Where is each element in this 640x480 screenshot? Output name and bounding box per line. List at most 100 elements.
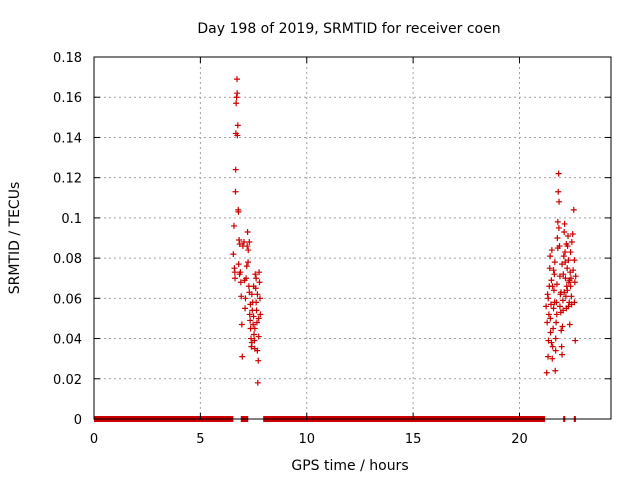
data-point: [551, 271, 558, 278]
data-point: [556, 198, 563, 205]
data-point: [239, 353, 246, 360]
data-point: [568, 239, 575, 246]
data-point: [565, 303, 572, 310]
data-point: [256, 269, 263, 276]
data-point: [232, 275, 239, 282]
data-point: [568, 293, 575, 300]
data-point: [231, 269, 238, 276]
data-point: [250, 283, 257, 290]
x-tick-label: 5: [196, 432, 204, 447]
data-point: [560, 307, 567, 314]
data-point: [571, 299, 578, 306]
data-point: [571, 257, 578, 264]
y-tick-label: 0.18: [53, 51, 82, 66]
y-tick-label: 0.08: [53, 252, 82, 267]
data-point: [244, 228, 251, 235]
chart-title: Day 198 of 2019, SRMTID for receiver coe…: [197, 21, 500, 37]
y-tick-label: 0.04: [53, 333, 82, 348]
data-point: [253, 299, 260, 306]
data-point: [543, 369, 550, 376]
data-point: [552, 335, 559, 342]
grid-lines: [94, 57, 611, 419]
x-axis-ticks: 0 5 10 15 20: [90, 57, 528, 447]
data-point: [244, 243, 251, 250]
data-point: [253, 275, 260, 282]
data-point: [567, 283, 574, 290]
data-point: [565, 257, 572, 264]
data-point: [254, 291, 261, 298]
data-point: [236, 241, 243, 248]
data-point: [559, 261, 566, 268]
data-point: [562, 249, 569, 256]
data-point: [545, 353, 552, 360]
data-point: [247, 301, 254, 308]
data-point: [543, 303, 550, 310]
data-point: [250, 331, 257, 338]
data-point: [254, 379, 261, 386]
data-point: [233, 100, 240, 107]
data-point: [255, 333, 262, 340]
data-point: [247, 317, 254, 324]
data-point: [559, 323, 566, 330]
data-point: [253, 307, 260, 314]
data-point: [560, 271, 567, 278]
data-point: [569, 230, 576, 237]
data-point: [553, 319, 560, 326]
data-point: [552, 367, 559, 374]
data-point: [561, 228, 568, 235]
data-point: [254, 347, 261, 354]
data-point: [230, 222, 237, 229]
data-point: [248, 291, 255, 298]
data-point: [548, 247, 555, 254]
x-axis-label: GPS time / hours: [291, 458, 408, 474]
data-point: [251, 325, 258, 332]
data-point: [236, 237, 243, 244]
data-point: [237, 269, 244, 276]
data-point: [250, 313, 257, 320]
data-point: [545, 311, 552, 318]
data-point: [561, 220, 568, 227]
data-point: [567, 249, 574, 256]
y-tick-label: 0.1: [61, 212, 82, 227]
y-tick-label: 0.16: [53, 91, 82, 106]
data-point: [230, 251, 237, 258]
data-point: [554, 235, 561, 241]
data-point: [564, 287, 571, 294]
y-tick-label: 0.06: [53, 292, 82, 307]
data-point: [238, 321, 245, 328]
data-point: [245, 259, 252, 266]
data-point: [555, 224, 562, 231]
data-point: [232, 166, 239, 173]
data-point: [549, 283, 556, 290]
data-point: [550, 305, 557, 312]
data-point: [253, 319, 260, 326]
data-point: [234, 132, 241, 139]
data-point: [549, 343, 556, 350]
data-point: [548, 339, 555, 346]
data-point: [256, 295, 263, 302]
data-point: [562, 275, 569, 282]
data-point: [246, 311, 253, 318]
data-point: [553, 311, 560, 318]
y-axis-ticks: 0 0.02 0.04 0.06 0.08 0.1 0.12 0.14 0.16 0.18: [53, 51, 611, 428]
data-points: [230, 76, 579, 386]
data-point: [242, 305, 249, 312]
data-point: [547, 253, 554, 260]
data-point: [554, 218, 561, 225]
data-point: [235, 208, 242, 215]
data-point: [243, 275, 250, 282]
data-point: [544, 291, 551, 298]
x-tick-label: 0: [90, 432, 98, 447]
y-tick-label: 0.02: [53, 373, 82, 388]
data-point: [572, 273, 579, 280]
data-point: [250, 321, 257, 328]
data-point: [549, 355, 556, 362]
y-tick-label: 0.14: [53, 131, 82, 146]
data-point: [234, 90, 241, 97]
data-point: [564, 265, 571, 272]
data-point: [544, 319, 551, 326]
data-point: [551, 299, 558, 306]
data-point: [547, 315, 554, 322]
data-point: [551, 259, 558, 266]
data-point: [555, 188, 562, 195]
